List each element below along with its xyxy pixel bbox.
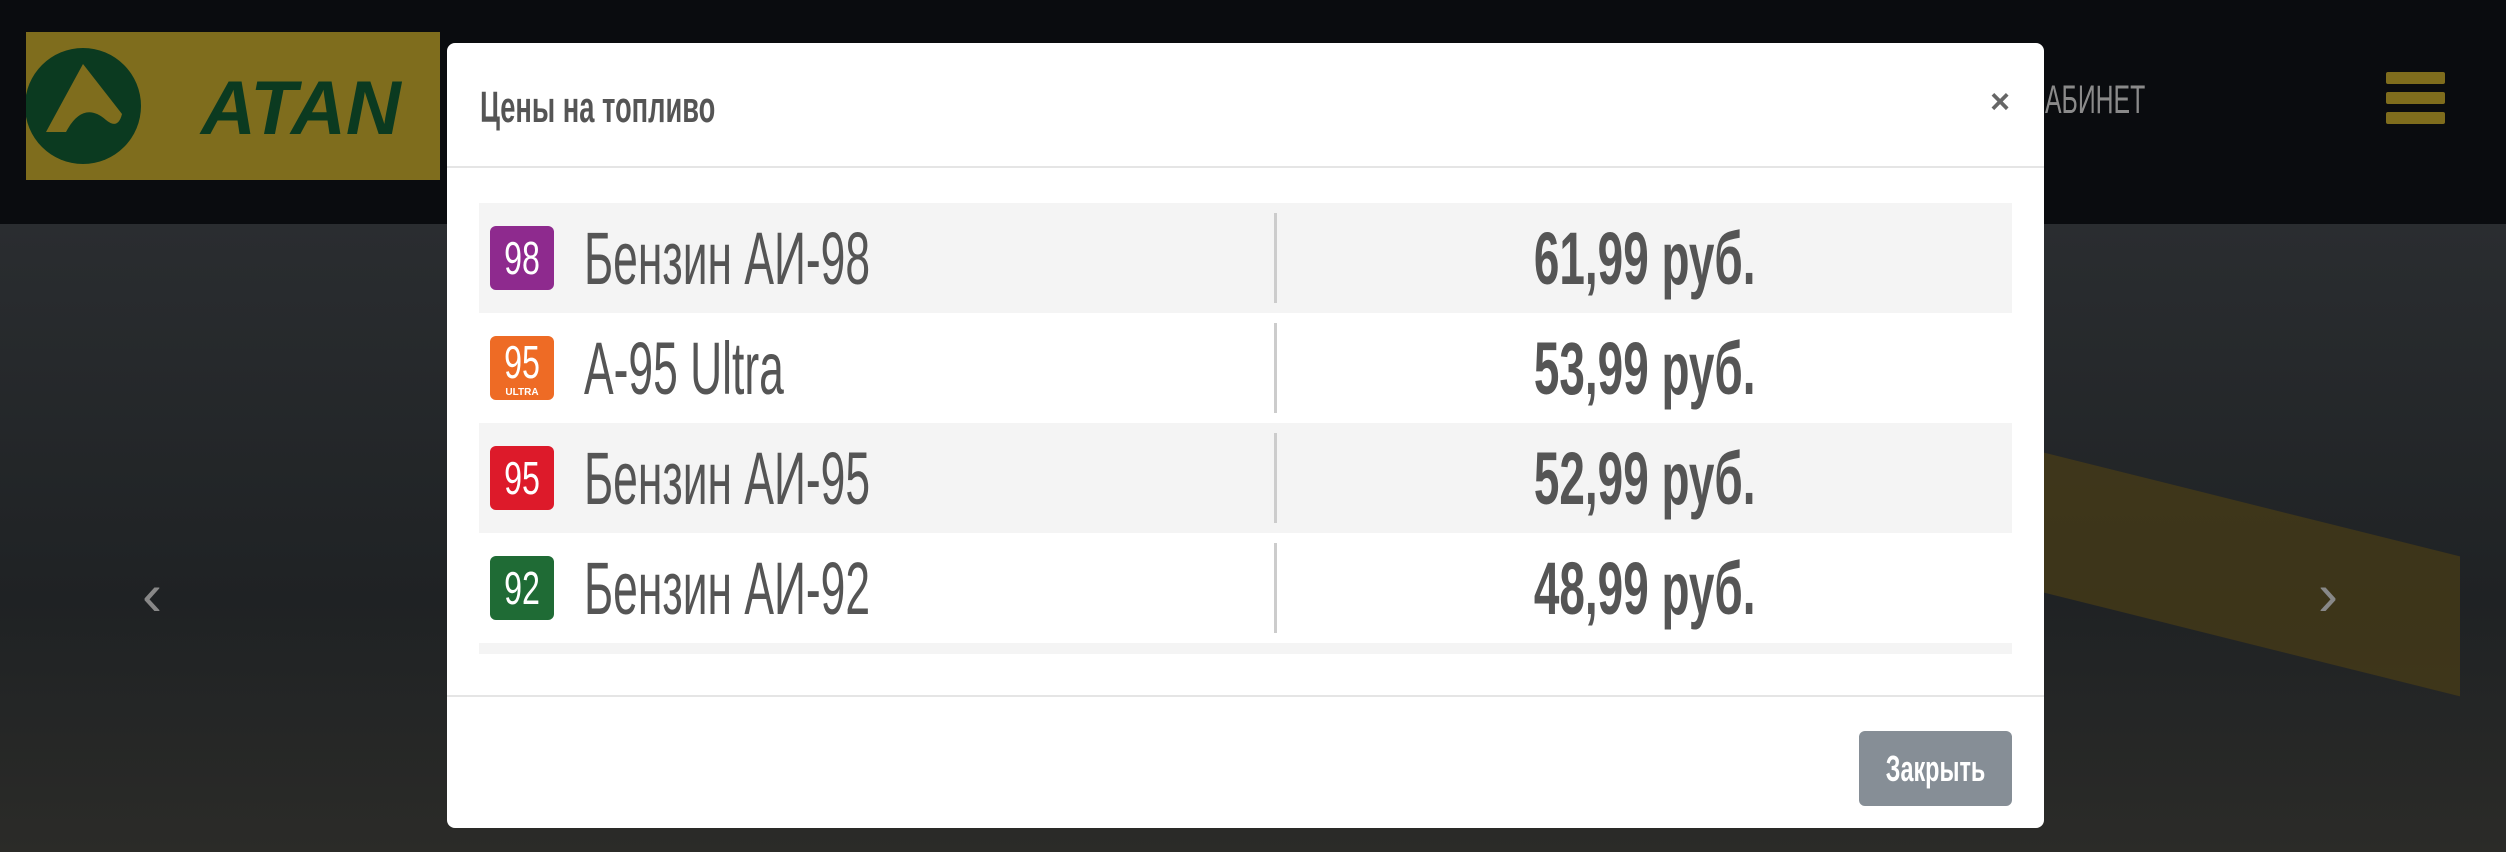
fuel-name: А-95 Ultra bbox=[584, 326, 784, 410]
hamburger-menu-icon[interactable] bbox=[2386, 72, 2445, 132]
badge-sub: ULTRA bbox=[505, 387, 539, 398]
fuel-price: 61,99 руб. bbox=[1533, 216, 1756, 300]
close-button[interactable]: Закрыть bbox=[1859, 731, 2012, 806]
table-row: 92 Бензин АИ-92 48,99 руб. bbox=[479, 533, 2012, 643]
fuel-name-cell: 98 Бензин АИ-98 bbox=[479, 203, 1277, 313]
fuel-name: Бензин АИ-92 bbox=[584, 546, 871, 630]
fuel-price-cell: 48,99 руб. bbox=[1277, 546, 2012, 631]
fuel-price-list[interactable]: 98 Бензин АИ-98 61,99 руб. 95 ULTRA А-95… bbox=[479, 203, 2012, 654]
fuel-name-cell: 95 ULTRA А-95 Ultra bbox=[479, 313, 1277, 423]
fuel-grade-badge-icon: 95 bbox=[490, 446, 554, 510]
badge-number: 95 bbox=[504, 336, 540, 388]
fuel-price: 48,99 руб. bbox=[1533, 546, 1756, 630]
badge-number: 98 bbox=[504, 232, 540, 284]
badge-number: 95 bbox=[504, 452, 540, 504]
atan-logo[interactable]: ATAN bbox=[25, 32, 440, 180]
modal-title: Цены на топливо bbox=[480, 83, 716, 132]
fuel-price-cell: 53,99 руб. bbox=[1277, 326, 2012, 411]
close-button-label: Закрыть bbox=[1885, 747, 1986, 789]
close-icon[interactable]: × bbox=[1990, 83, 2010, 121]
hero-image-stripe bbox=[2040, 451, 2460, 697]
modal-footer: Закрыть bbox=[447, 695, 2044, 828]
fuel-price: 53,99 руб. bbox=[1533, 326, 1756, 410]
fuel-name: Бензин АИ-98 bbox=[584, 216, 871, 300]
fuel-grade-badge-icon: 98 bbox=[490, 226, 554, 290]
table-row-partial bbox=[479, 643, 2012, 654]
fuel-price-cell: 61,99 руб. bbox=[1277, 216, 2012, 301]
chevron-right-icon[interactable]: › bbox=[2318, 561, 2338, 628]
table-row: 98 Бензин АИ-98 61,99 руб. bbox=[479, 203, 2012, 313]
fuel-grade-badge-icon: 92 bbox=[490, 556, 554, 620]
fuel-name: Бензин АИ-95 bbox=[584, 436, 871, 520]
modal-header: Цены на топливо × bbox=[447, 43, 2044, 168]
table-row: 95 Бензин АИ-95 52,99 руб. bbox=[479, 423, 2012, 533]
cabinet-link[interactable]: АБИНЕТ bbox=[2045, 78, 2146, 122]
badge-number: 92 bbox=[504, 562, 540, 614]
table-row: 95 ULTRA А-95 Ultra 53,99 руб. bbox=[479, 313, 2012, 423]
fuel-price: 52,99 руб. bbox=[1533, 436, 1756, 520]
svg-text:ATAN: ATAN bbox=[199, 66, 403, 151]
fuel-name-cell: 92 Бензин АИ-92 bbox=[479, 533, 1277, 643]
fuel-name-cell: 95 Бензин АИ-95 bbox=[479, 423, 1277, 533]
fuel-grade-badge-icon: 95 ULTRA bbox=[490, 336, 554, 400]
fuel-price-cell: 52,99 руб. bbox=[1277, 436, 2012, 521]
fuel-prices-modal: Цены на топливо × 98 Бензин АИ-98 61,99 … bbox=[447, 43, 2044, 828]
chevron-left-icon[interactable]: ‹ bbox=[142, 561, 162, 628]
